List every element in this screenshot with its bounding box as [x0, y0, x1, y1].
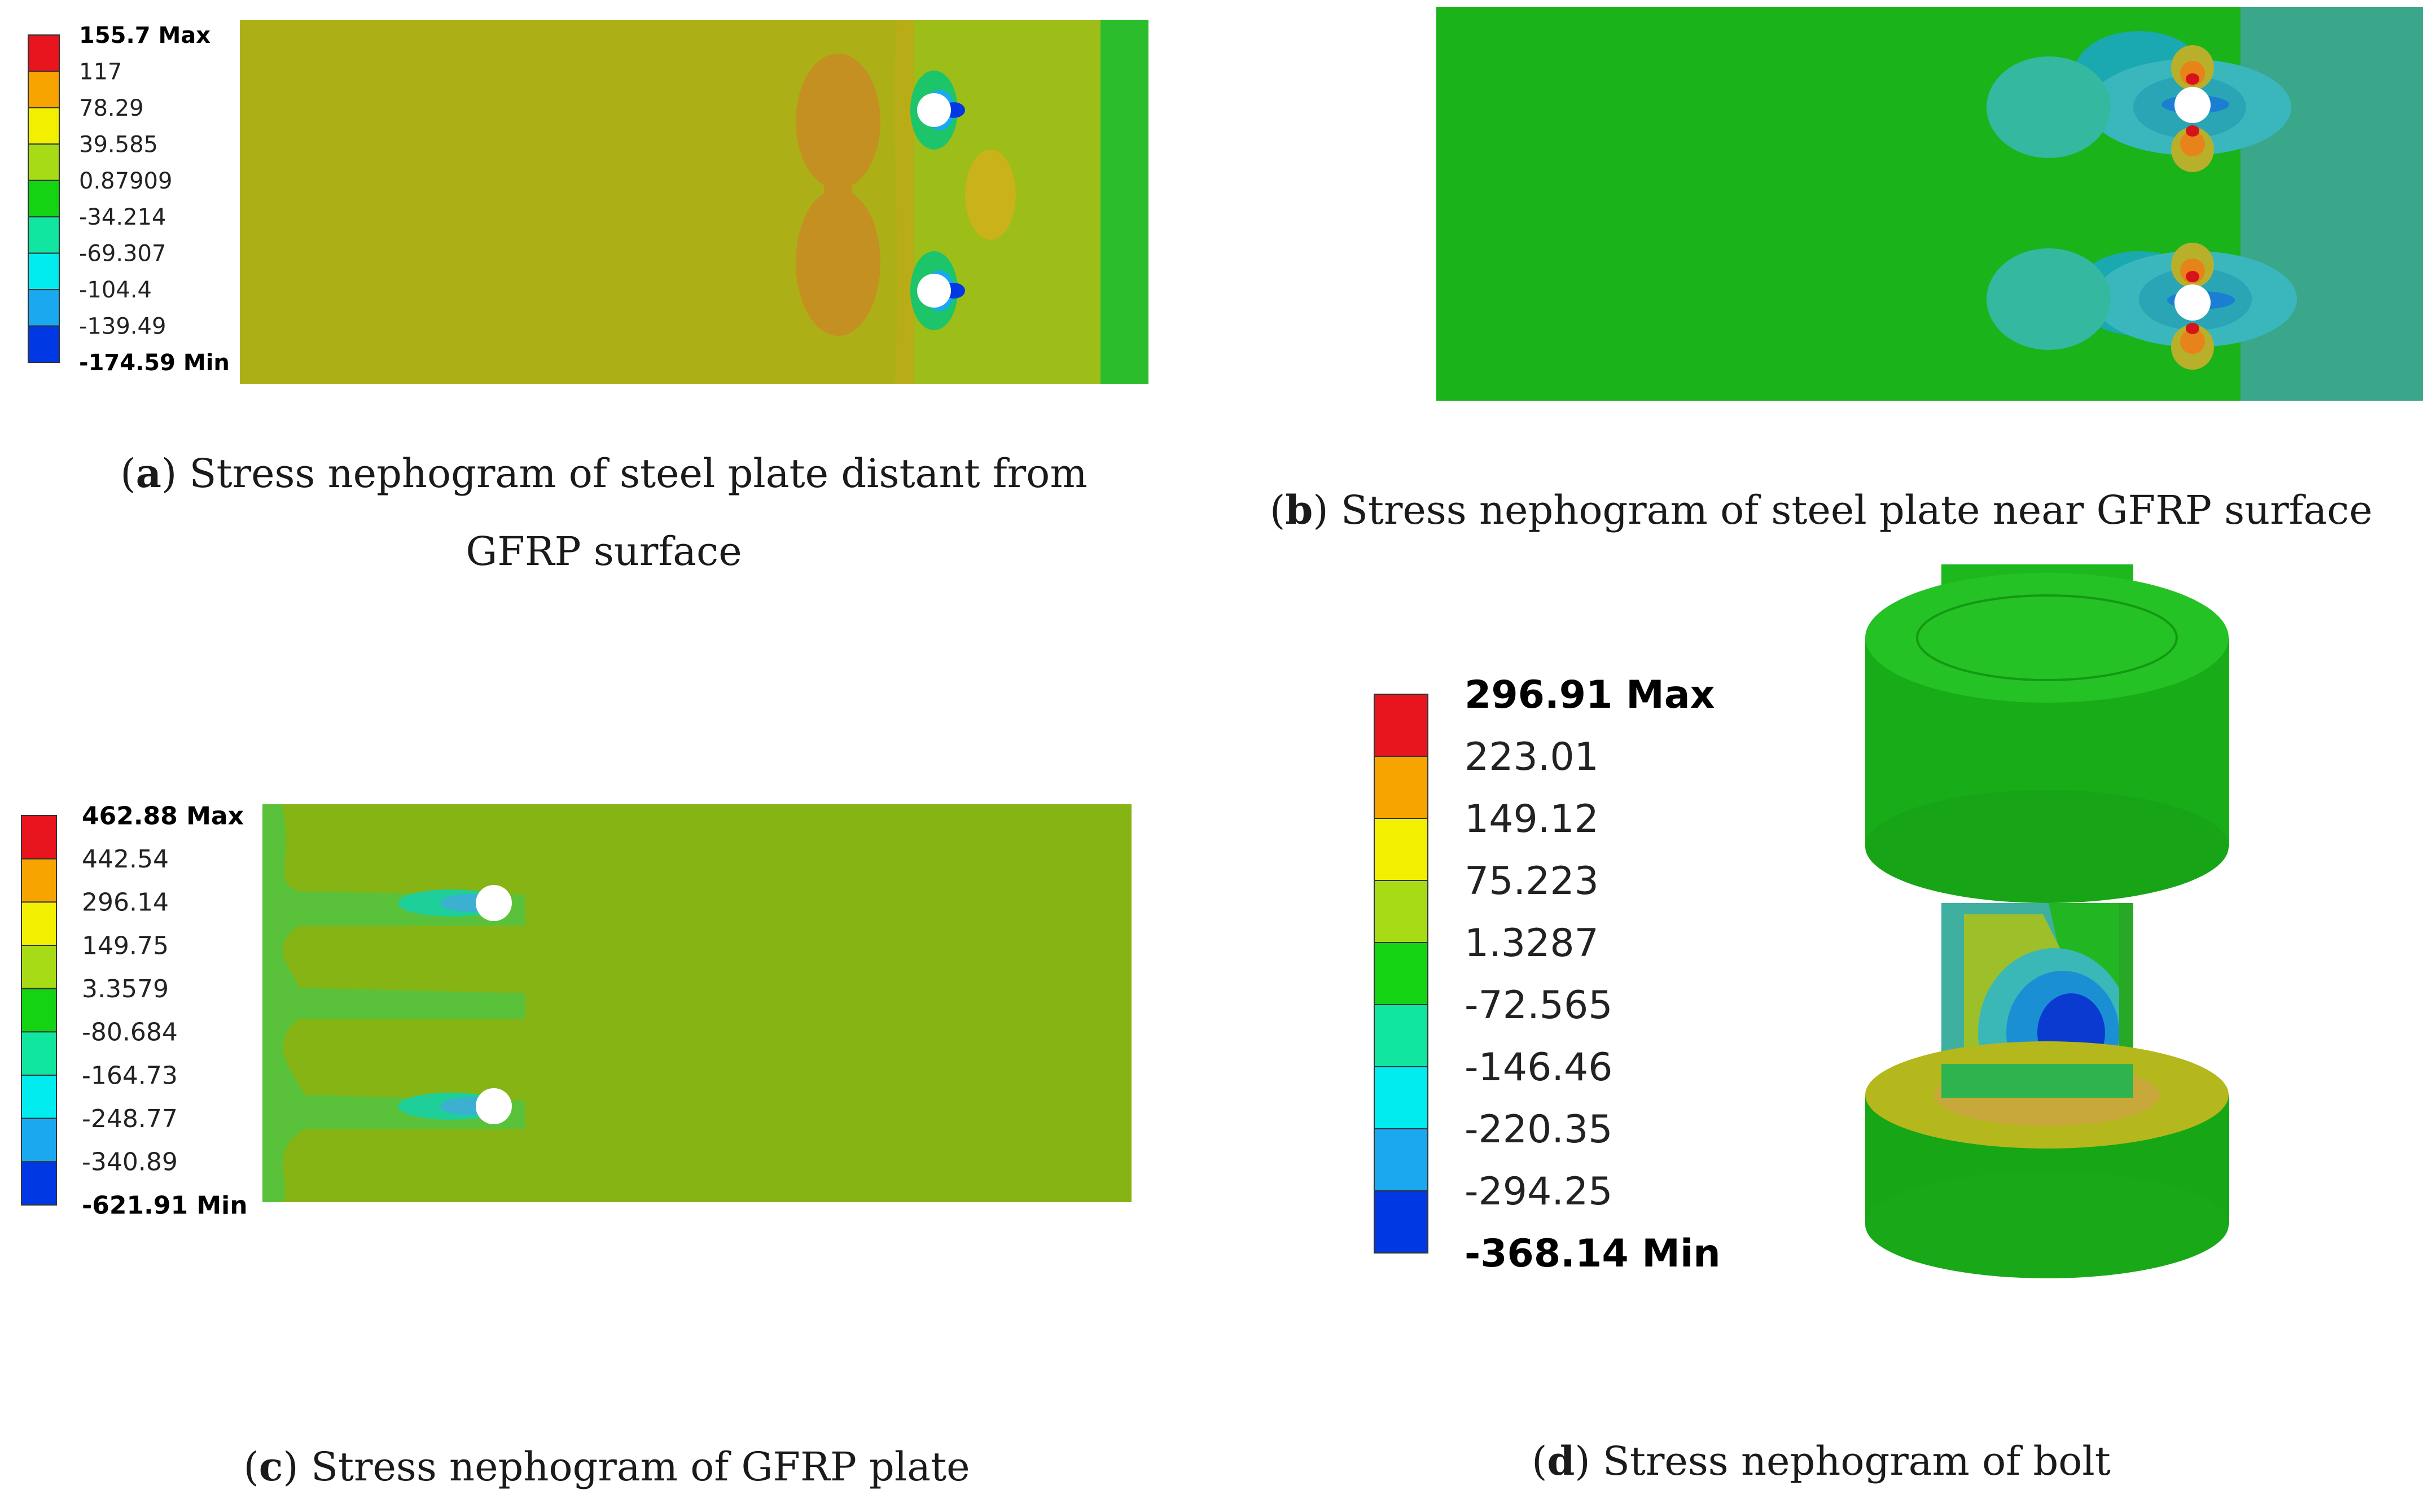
legend-label: -220.35 — [1465, 1107, 1612, 1152]
legend-label: 3.3579 — [82, 975, 169, 1003]
legend-label: 462.88 Max — [82, 801, 244, 830]
legend-label: 149.12 — [1465, 797, 1599, 842]
legend-label: -340.89 — [82, 1148, 178, 1177]
legend-label: -72.565 — [1465, 983, 1612, 1028]
legend-c: 462.88 Max 442.54 296.14 149.75 3.3579 -80.68… — [21, 801, 248, 1219]
legend-label: 39.585 — [79, 132, 158, 157]
legend-a: 155.7 Max 117 78.29 39.585 0.87909 -34.214 -69… — [28, 23, 230, 376]
legend-swatch — [28, 325, 60, 363]
caption-d: (d) Stress nephogram of bolt — [1532, 1438, 2111, 1484]
legend-swatch — [1374, 880, 1428, 943]
legend-swatch — [1374, 694, 1428, 757]
legend-label: 78.29 — [79, 95, 144, 121]
legend-label: 0.87909 — [79, 168, 172, 194]
legend-swatch — [21, 988, 57, 1033]
legend-label: -34.214 — [79, 204, 166, 230]
legend-swatch — [21, 945, 57, 989]
legend-swatch — [28, 107, 60, 145]
legend-swatch — [28, 143, 60, 181]
legend-swatch — [28, 252, 60, 291]
legend-swatch — [1374, 1066, 1428, 1129]
steel-plate-distant-figure: 155.7 Max 117 78.29 39.585 0.87909 -34.214 -69… — [28, 20, 1148, 384]
bolt-hole — [476, 1088, 512, 1124]
legend-label: 442.54 — [82, 845, 169, 874]
legend-label: -248.77 — [82, 1105, 178, 1133]
legend-label: -621.91 Min — [82, 1191, 248, 1219]
bolt-figure: 296.91 Max 223.01 149.12 75.223 1.3287 -72.56… — [1374, 564, 2229, 1278]
legend-label: -174.59 Min — [79, 350, 230, 376]
legend-swatch — [1374, 1128, 1428, 1191]
legend-label: -69.307 — [79, 241, 166, 267]
legend-swatch — [1374, 1004, 1428, 1067]
caption-a: (a) Stress nephogram of steel plate dist… — [120, 450, 1088, 575]
legend-swatch — [28, 179, 60, 218]
panel-b: 245.13 Max204.17163.21122.2581.2940.33-0… — [1213, 0, 2429, 564]
legend-d: 296.91 Max 223.01 149.12 75.223 1.3287 -72.56… — [1374, 673, 1721, 1276]
legend-swatch — [21, 1161, 57, 1206]
bolt-hole — [917, 93, 951, 127]
bolt-hole — [917, 274, 951, 308]
legend-label: -139.49 — [79, 314, 166, 340]
legend-label: -164.73 — [82, 1061, 178, 1090]
legend-swatch — [28, 216, 60, 254]
legend-swatch — [1374, 756, 1428, 819]
stress-lobe — [796, 189, 880, 336]
legend-swatch — [28, 34, 60, 72]
gfrp-plate-figure: 462.88 Max 442.54 296.14 149.75 3.3579 -80.68… — [21, 801, 1132, 1219]
legend-swatch — [28, 289, 60, 327]
legend-label: 296.14 — [82, 888, 169, 917]
legend-label: 155.7 Max — [79, 23, 211, 49]
legend-swatch — [21, 815, 57, 860]
bolt-hole — [476, 885, 512, 921]
legend-label: 75.223 — [1465, 859, 1599, 904]
legend-swatch — [21, 1031, 57, 1076]
bolt-3d — [1865, 564, 2229, 1278]
legend-label: -104.4 — [79, 277, 152, 303]
legend-label: 117 — [79, 59, 122, 85]
panel-c: 462.88 Max 442.54 296.14 149.75 3.3579 -80.68… — [0, 779, 1213, 1512]
legend-swatch — [21, 1075, 57, 1119]
legend-label: -80.684 — [82, 1018, 178, 1047]
bolt-hole — [2174, 284, 2211, 321]
legend-swatch — [1374, 1190, 1428, 1254]
legend-label: -294.25 — [1465, 1169, 1612, 1214]
legend-label: 296.91 Max — [1465, 673, 1715, 717]
legend-swatch — [1374, 818, 1428, 881]
legend-swatch — [28, 71, 60, 108]
steel-plate-near-figure: 245.13 Max204.17163.21122.2581.2940.33-0… — [1436, 7, 2423, 401]
panel-d: 296.91 Max 223.01 149.12 75.223 1.3287 -72.56… — [1213, 564, 2429, 1512]
legend-swatch — [21, 901, 57, 946]
bolt-hole — [2174, 87, 2211, 123]
legend-swatch — [21, 858, 57, 903]
stress-lobe — [796, 54, 880, 189]
legend-swatch — [1374, 942, 1428, 1005]
panel-a: 155.7 Max 117 78.29 39.585 0.87909 -34.214 -69… — [0, 0, 1213, 575]
caption-b: (b) Stress nephogram of steel plate near… — [1270, 487, 2373, 533]
legend-swatch — [21, 1117, 57, 1163]
legend-label: 223.01 — [1465, 735, 1599, 779]
legend-label: 1.3287 — [1465, 921, 1599, 966]
legend-label: -146.46 — [1465, 1045, 1612, 1090]
legend-label: -368.14 Min — [1465, 1231, 1721, 1276]
legend-label: 149.75 — [82, 931, 169, 960]
caption-c: (c) Stress nephogram of GFRP plate — [243, 1443, 970, 1490]
